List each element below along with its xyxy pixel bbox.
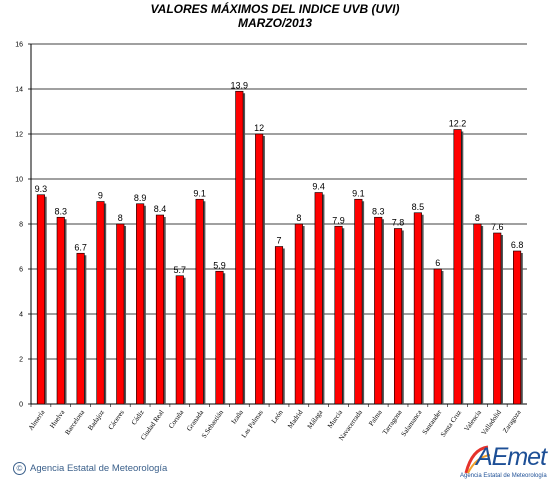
bar	[195, 198, 204, 405]
data-label: 8	[475, 213, 480, 223]
bar	[274, 246, 284, 405]
bar	[493, 232, 502, 405]
data-label: 13.9	[231, 80, 249, 90]
y-tick-label: 10	[15, 177, 23, 184]
y-tick-label: 8	[19, 222, 23, 229]
logo-swoosh-icon	[464, 445, 491, 474]
y-tick-label: 16	[15, 42, 23, 49]
bar	[116, 223, 125, 405]
data-label: 9.1	[352, 188, 365, 198]
bar	[255, 133, 264, 405]
data-label: 6.8	[511, 240, 524, 250]
data-label: 5.7	[174, 265, 187, 275]
bar	[235, 90, 244, 405]
x-tick-label: Valencia	[463, 408, 484, 433]
bar	[76, 252, 85, 405]
data-label: 9.1	[193, 188, 206, 198]
x-tick-label: Izaña	[230, 408, 246, 426]
x-tick-label: Madrid	[286, 408, 305, 430]
copyright-icon: ©	[13, 462, 26, 475]
bar	[175, 275, 184, 405]
footer-agency-text: Agencia Estatal de Meteorología	[30, 463, 168, 475]
aemet-logo: AEmet Agencia Estatal de Meteorología	[458, 443, 548, 483]
bar	[354, 198, 363, 405]
data-label: 7.6	[491, 222, 504, 232]
y-tick-label: 0	[19, 402, 23, 409]
x-tick-label: Murcia	[326, 408, 345, 430]
y-tick-label: 4	[19, 312, 23, 319]
x-tick-label: Málaga	[306, 408, 325, 431]
bar	[96, 201, 105, 405]
data-label: 8	[296, 213, 301, 223]
x-tick-label: Cádiz	[130, 409, 146, 427]
y-tick-label: 2	[19, 357, 23, 364]
bar	[374, 216, 383, 405]
chart-subtitle: MARZO/2013	[237, 16, 313, 30]
data-label: 8.3	[55, 206, 68, 216]
bar	[215, 270, 224, 405]
bar	[136, 203, 145, 405]
x-tick-label: Granada	[185, 408, 206, 433]
logo-wordmark: AEmet	[476, 443, 547, 471]
x-tick-label: Salamanca	[400, 408, 424, 438]
bar	[56, 216, 65, 405]
data-label: 12	[254, 123, 264, 133]
data-label: 7	[276, 236, 281, 246]
x-tick-label: León	[270, 408, 285, 425]
bar	[433, 268, 442, 405]
data-label: 9.3	[35, 184, 48, 194]
data-label: 9.4	[312, 182, 325, 192]
bar	[334, 225, 343, 405]
bar	[36, 194, 45, 405]
x-tick-label: Valladolid	[480, 408, 503, 437]
data-label: 6.7	[74, 242, 87, 252]
data-label: 9	[98, 191, 103, 201]
data-label: 6	[435, 258, 440, 268]
x-tick-label: Coruña	[167, 408, 186, 430]
y-tick-label: 14	[15, 87, 23, 94]
bar	[473, 223, 482, 405]
bar	[413, 212, 422, 405]
y-tick-label: 12	[15, 132, 23, 139]
x-tick-label: Barcelona	[63, 408, 86, 437]
x-tick-label: Zaragoza	[501, 408, 523, 435]
data-label: 7.9	[332, 215, 345, 225]
x-tick-label: Almería	[27, 408, 47, 432]
bar	[314, 192, 323, 405]
bar	[453, 129, 462, 405]
data-label: 8.4	[154, 204, 167, 214]
logo-subtitle: Agencia Estatal de Meteorología	[460, 473, 547, 479]
x-tick-label: Palma	[367, 408, 384, 428]
data-label: 8	[118, 213, 123, 223]
x-tick-label: Huelva	[48, 408, 67, 430]
data-label: 8.9	[134, 193, 147, 203]
x-tick-label: Cáceres	[107, 408, 126, 431]
chart-title: VALORES MÁXIMOS DEL INDICE UVB (UVI)	[150, 2, 400, 16]
bar	[393, 228, 403, 405]
footer-credit: © Agencia Estatal de Meteorología	[13, 462, 167, 475]
data-label: 12.2	[449, 119, 467, 129]
data-label: 7.8	[392, 218, 405, 228]
bar	[513, 250, 522, 405]
x-tick-label: Badajoz	[86, 409, 106, 432]
data-label: 8.5	[412, 202, 425, 212]
data-label: 8.3	[372, 206, 385, 216]
bar	[294, 223, 303, 405]
y-tick-label: 6	[19, 267, 23, 274]
data-label: 5.9	[213, 260, 226, 270]
bar	[155, 214, 165, 405]
